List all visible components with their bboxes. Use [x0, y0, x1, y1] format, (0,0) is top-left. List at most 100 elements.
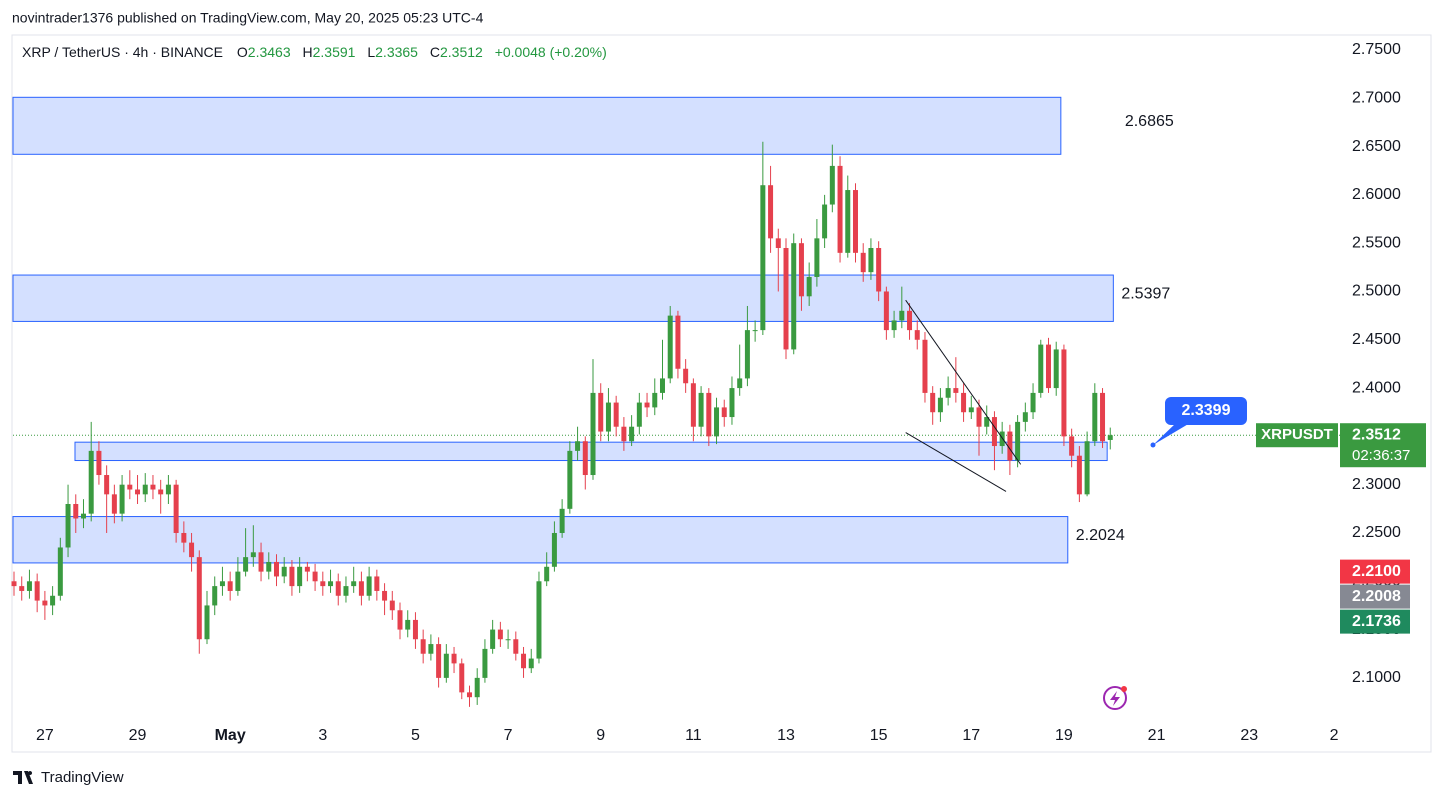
logo-mark — [13, 771, 33, 784]
candle-body — [945, 388, 951, 398]
candle-body — [575, 441, 581, 451]
candle-body — [219, 581, 225, 587]
brand: TradingView — [41, 769, 124, 786]
candle-body — [551, 532, 557, 567]
candle-body — [1038, 344, 1044, 393]
candle-body — [559, 508, 565, 533]
price-mark-label: 2.2008 — [1352, 588, 1401, 605]
callout-box — [1165, 397, 1247, 425]
candle-body — [706, 392, 712, 437]
publisher-line: novintrader1376 published on TradingView… — [12, 10, 484, 26]
icon-bolt — [1110, 691, 1120, 706]
candle-body — [497, 629, 503, 640]
candle-body — [428, 644, 434, 654]
candle-body — [845, 190, 851, 253]
price-label: 2.3512 — [1352, 426, 1401, 443]
candle-body — [791, 243, 797, 350]
ohlc-key: H — [303, 44, 313, 60]
candle-body — [1092, 392, 1098, 442]
candle-body — [860, 252, 866, 273]
candle-body — [412, 619, 418, 640]
symbol-label: XRPUSDT — [1261, 426, 1333, 443]
candle-body — [961, 392, 967, 413]
candle-body — [1015, 421, 1021, 461]
ohlc-key: L — [367, 44, 375, 60]
candle-body — [281, 566, 287, 577]
candle-body — [34, 581, 40, 601]
candle-body — [1100, 392, 1106, 442]
zone — [12, 274, 1114, 322]
x-tick-label: May — [215, 727, 246, 744]
candle-body — [1076, 455, 1082, 495]
candle-body — [389, 600, 395, 611]
x-tick-label: 27 — [36, 727, 54, 744]
candle-body — [250, 552, 256, 558]
candle-body — [829, 165, 835, 205]
candle-body — [335, 581, 341, 596]
candle-body — [899, 310, 905, 321]
candle-body — [1022, 412, 1028, 422]
ohlc-key: O — [237, 44, 248, 60]
candle-body — [1061, 349, 1067, 437]
candle-body — [459, 663, 465, 693]
candle-body — [714, 407, 720, 437]
x-tick-label: 17 — [962, 727, 980, 744]
zone — [12, 516, 1069, 564]
candle-body — [212, 586, 218, 606]
candle-body — [822, 204, 828, 239]
candle-body — [127, 484, 133, 490]
candle-body — [397, 610, 403, 630]
y-tick-label: 2.6500 — [1352, 138, 1401, 155]
footer-logo: TradingView — [13, 769, 124, 786]
price-mark-box — [1340, 584, 1410, 609]
candle-body — [273, 561, 279, 577]
candle-body — [158, 489, 164, 495]
x-tick-label: 2 — [1330, 727, 1339, 744]
ohlc-value: 2.3591 — [313, 44, 356, 60]
callout-text: 2.3399 — [1182, 402, 1231, 419]
candle-body — [19, 586, 25, 591]
candle-body — [420, 639, 426, 654]
candle-body — [667, 315, 673, 379]
candle-body — [598, 392, 604, 432]
candle-body — [976, 407, 982, 427]
candle-body — [968, 407, 974, 413]
candle-body — [135, 489, 141, 495]
candle-body — [930, 392, 936, 413]
candle-body — [922, 339, 928, 393]
candle-body — [544, 566, 550, 582]
candle-body — [868, 248, 874, 273]
y-tick-label: 2.1000 — [1352, 669, 1401, 686]
candle-body — [513, 639, 519, 654]
candle-body — [605, 402, 611, 432]
candle-body — [1053, 349, 1059, 389]
candle-body — [737, 378, 743, 389]
candle-body — [891, 320, 897, 331]
candle-body — [96, 450, 102, 476]
candle-body — [11, 581, 17, 587]
candle-body — [42, 600, 48, 606]
x-tick-label: 13 — [777, 727, 795, 744]
candle-body — [837, 165, 843, 253]
candle-body — [1030, 392, 1036, 413]
ohlc-value: 2.3512 — [440, 44, 483, 60]
zone-label: 2.6865 — [1125, 113, 1174, 130]
candle-body — [235, 571, 241, 591]
y-tick-label: 2.3000 — [1352, 476, 1401, 493]
ohlc-key: C — [430, 44, 440, 60]
candle-body — [351, 581, 357, 587]
x-tick-label: 29 — [129, 727, 147, 744]
candle-body — [621, 426, 627, 442]
callout-pointer — [1153, 423, 1190, 445]
candle-body — [1007, 431, 1013, 461]
candle-body — [505, 639, 511, 641]
candle-body — [937, 397, 943, 413]
candle-body — [366, 576, 372, 596]
x-tick-label: 21 — [1148, 727, 1166, 744]
candle-body — [852, 190, 858, 253]
symbol-line: XRP / TetherUS · 4h · BINANCE O2.3463 H2… — [22, 44, 607, 60]
candle-body — [636, 402, 642, 427]
x-tick-label: 23 — [1240, 727, 1258, 744]
candle-body — [721, 407, 727, 418]
symbol: XRP / TetherUS · 4h · BINANCE — [22, 44, 223, 60]
